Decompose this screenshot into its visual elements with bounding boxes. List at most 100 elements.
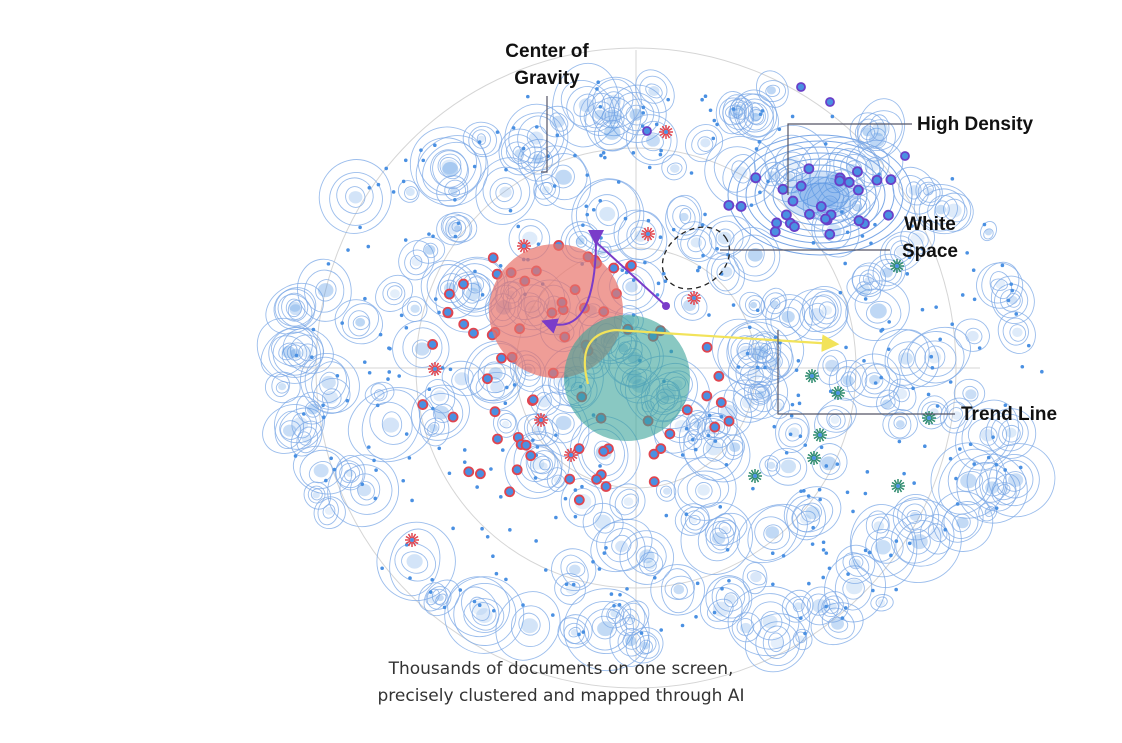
density-core bbox=[663, 487, 671, 495]
density-core bbox=[831, 618, 844, 630]
density-core bbox=[881, 267, 893, 278]
document-marker bbox=[750, 172, 762, 184]
document-dot-icon bbox=[643, 260, 647, 265]
document-dot-icon bbox=[533, 476, 538, 480]
document-dot-icon bbox=[887, 320, 891, 324]
contour-ring bbox=[981, 477, 1004, 497]
document-dot-icon bbox=[555, 133, 560, 138]
contour-ring bbox=[840, 371, 857, 387]
document-dot-icon bbox=[912, 481, 916, 485]
starburst-ray bbox=[814, 451, 819, 457]
contour-ring bbox=[626, 536, 667, 575]
contour-ring bbox=[730, 335, 761, 369]
contour-ring bbox=[706, 598, 734, 622]
contour-ring bbox=[768, 632, 784, 653]
contour-ring bbox=[1009, 324, 1027, 342]
document-dot-icon bbox=[960, 293, 965, 297]
starburst-ray bbox=[756, 471, 762, 476]
contour-ring bbox=[760, 611, 783, 633]
starburst-ray bbox=[924, 419, 929, 425]
contour-ring bbox=[594, 115, 634, 152]
document-dot-icon bbox=[977, 346, 982, 350]
document-dot-icon bbox=[1006, 298, 1011, 303]
contour-ring bbox=[872, 258, 903, 287]
document-marker bbox=[709, 421, 721, 433]
starburst-center bbox=[810, 374, 814, 378]
contour-ring bbox=[680, 502, 753, 575]
contour-ring bbox=[626, 219, 657, 251]
contour-ring bbox=[913, 184, 972, 235]
contour-ring bbox=[855, 145, 890, 184]
starburst-marker-icon bbox=[813, 428, 827, 442]
starburst-ray bbox=[809, 459, 814, 465]
document-marker bbox=[591, 473, 602, 485]
contour-ring bbox=[483, 361, 506, 383]
contour-ring bbox=[731, 101, 746, 116]
starburst-ray bbox=[405, 535, 411, 540]
contour-ring bbox=[597, 246, 610, 259]
contour-ring bbox=[674, 503, 710, 536]
document-dot-icon bbox=[552, 184, 557, 188]
document-dot-icon bbox=[693, 447, 698, 452]
starburst-ray bbox=[413, 535, 419, 540]
document-dot-icon bbox=[664, 513, 669, 518]
density-core bbox=[895, 420, 905, 429]
document-dot-icon bbox=[719, 414, 724, 419]
document-marker bbox=[701, 341, 713, 353]
document-dot-icon bbox=[367, 445, 371, 449]
contour-ring bbox=[451, 367, 474, 390]
contour-ring bbox=[980, 221, 997, 242]
contour-ring bbox=[336, 177, 374, 214]
document-dot-icon bbox=[431, 234, 435, 239]
contour-ring bbox=[525, 446, 563, 488]
starburst-center bbox=[664, 130, 668, 134]
document-dot-icon bbox=[641, 105, 646, 110]
density-core bbox=[712, 601, 730, 617]
document-dot-icon bbox=[596, 80, 601, 85]
starburst-center bbox=[569, 453, 573, 457]
contour-ring bbox=[526, 418, 547, 441]
document-dot-icon bbox=[823, 142, 828, 146]
contour-ring bbox=[905, 181, 922, 200]
document-marker bbox=[723, 415, 735, 427]
starburst-ray bbox=[412, 533, 417, 539]
contour-ring bbox=[344, 469, 357, 482]
contour-cluster bbox=[775, 409, 810, 453]
document-dot-icon bbox=[421, 158, 426, 163]
starburst-ray bbox=[534, 415, 540, 420]
document-dot-icon bbox=[387, 370, 392, 374]
contour-ring bbox=[775, 457, 802, 478]
starburst-ray bbox=[541, 413, 546, 419]
contour-cluster bbox=[920, 514, 955, 555]
document-dot-icon bbox=[326, 262, 331, 266]
contour-ring bbox=[940, 397, 974, 434]
document-dot-icon bbox=[321, 403, 325, 408]
document-dot-icon bbox=[697, 265, 702, 270]
contour-ring bbox=[375, 274, 414, 312]
document-marker bbox=[852, 166, 863, 178]
density-core bbox=[528, 131, 544, 145]
contour-ring bbox=[617, 210, 664, 260]
contour-cluster bbox=[274, 396, 325, 450]
document-dot-icon bbox=[448, 367, 453, 372]
document-marker bbox=[573, 443, 585, 455]
contour-ring bbox=[893, 385, 910, 403]
starburst-ray bbox=[648, 235, 653, 241]
document-dot-icon bbox=[453, 234, 458, 239]
starburst-marker-icon bbox=[687, 291, 701, 305]
contour-ring bbox=[441, 360, 486, 397]
label-center-of-gravity: Center of Gravity bbox=[497, 38, 597, 92]
starburst-ray bbox=[748, 476, 754, 481]
document-dot-icon bbox=[430, 577, 435, 582]
document-dot-icon bbox=[631, 278, 636, 282]
contour-ring bbox=[670, 582, 688, 600]
contour-cluster bbox=[419, 408, 450, 447]
contour-ring bbox=[672, 205, 696, 230]
contour-ring bbox=[381, 411, 403, 437]
contour-cluster bbox=[673, 457, 737, 521]
starburst-ray bbox=[542, 415, 548, 420]
document-dot-icon bbox=[374, 468, 378, 472]
contour-ring bbox=[822, 355, 839, 377]
contour-cluster bbox=[845, 280, 910, 341]
